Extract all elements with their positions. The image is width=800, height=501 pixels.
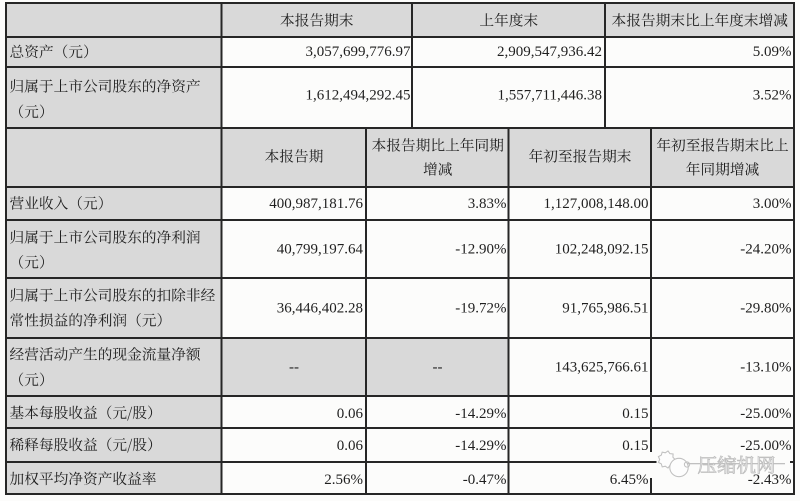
- svg-text:40,799,197.64: 40,799,197.64: [277, 242, 364, 258]
- svg-text:2.56%: 2.56%: [324, 472, 363, 488]
- svg-text:3.00%: 3.00%: [753, 196, 792, 212]
- svg-text:3,057,699,776.97: 3,057,699,776.97: [306, 44, 412, 60]
- svg-text:0.06: 0.06: [337, 438, 364, 454]
- svg-text:3.83%: 3.83%: [468, 196, 507, 212]
- svg-text:36,446,402.28: 36,446,402.28: [277, 301, 363, 317]
- svg-text:0.06: 0.06: [337, 406, 364, 422]
- svg-text:-25.00%: -25.00%: [740, 406, 791, 422]
- svg-text:-12.90%: -12.90%: [455, 242, 506, 258]
- svg-text:0.15: 0.15: [622, 438, 648, 454]
- svg-text:143,625,766.61: 143,625,766.61: [555, 360, 649, 376]
- svg-text:3.52%: 3.52%: [753, 88, 792, 104]
- svg-text:-2.43%: -2.43%: [748, 472, 792, 488]
- svg-text:1,612,494,292.45: 1,612,494,292.45: [306, 88, 411, 104]
- svg-text:400,987,181.76: 400,987,181.76: [269, 196, 363, 212]
- svg-text:-19.72%: -19.72%: [455, 301, 506, 317]
- svg-text:-29.80%: -29.80%: [740, 301, 791, 317]
- svg-text:-0.47%: -0.47%: [463, 472, 507, 488]
- svg-text:--: --: [289, 360, 299, 376]
- svg-text:5.09%: 5.09%: [753, 44, 792, 60]
- svg-text:0.15: 0.15: [622, 406, 648, 422]
- svg-text:6.45%: 6.45%: [610, 472, 649, 488]
- svg-text:-25.00%: -25.00%: [740, 438, 791, 454]
- svg-text:91,765,986.51: 91,765,986.51: [562, 301, 648, 317]
- svg-text:-13.10%: -13.10%: [740, 360, 791, 376]
- svg-text:2,909,547,936.42: 2,909,547,936.42: [497, 44, 602, 60]
- svg-text:--: --: [433, 360, 443, 376]
- svg-text:-14.29%: -14.29%: [455, 406, 506, 422]
- svg-text:102,248,092.15: 102,248,092.15: [555, 242, 649, 258]
- svg-text:1,127,008,148.00: 1,127,008,148.00: [544, 196, 649, 212]
- svg-text:-14.29%: -14.29%: [455, 438, 506, 454]
- svg-text:-24.20%: -24.20%: [740, 242, 791, 258]
- svg-text:1,557,711,446.38: 1,557,711,446.38: [498, 88, 602, 104]
